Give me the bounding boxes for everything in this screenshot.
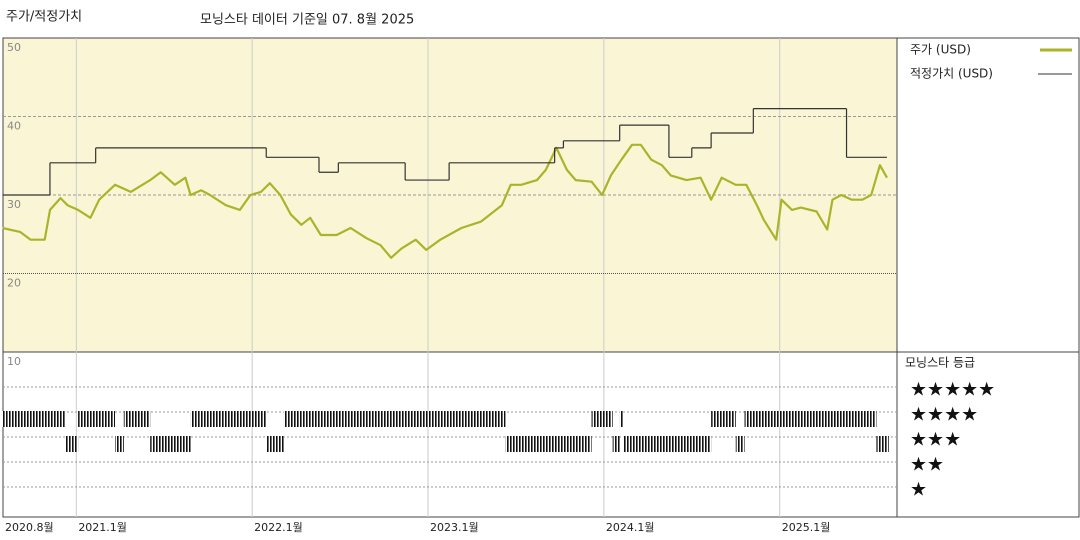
price-line xyxy=(2,143,888,259)
rating-label: ★★★★★ xyxy=(910,379,995,401)
rating-bar xyxy=(123,411,151,427)
rating-bar xyxy=(619,411,624,427)
frame xyxy=(2,37,1080,518)
y-tick-label: 40 xyxy=(7,120,21,133)
rating-bar xyxy=(711,411,736,427)
x-tick-label: 2021.1월 xyxy=(78,521,127,534)
rating-title: 모닝스타 등급 xyxy=(905,356,975,370)
rating-bar xyxy=(612,436,620,452)
rating-bar xyxy=(744,411,877,427)
rating-label: ★★★ xyxy=(910,429,961,451)
y-tick-label: 10 xyxy=(7,355,21,368)
rating-bar xyxy=(78,411,116,427)
x-tick-label: 2024.1월 xyxy=(606,521,655,534)
y-tick-label: 20 xyxy=(7,277,21,290)
rating-bar xyxy=(623,436,712,452)
rating-bar xyxy=(2,411,66,427)
chart-subtitle: 모닝스타 데이터 기준일 07. 8월 2025 xyxy=(200,13,414,28)
rating-bar xyxy=(190,411,267,427)
legend-label: 주가 (USD) xyxy=(910,43,971,57)
x-tick-label: 2023.1월 xyxy=(430,521,479,534)
x-tick-label: 2022.1월 xyxy=(254,521,303,534)
rating-bar xyxy=(266,436,284,452)
x-tick-label: 2020.8월 xyxy=(5,521,54,534)
legend-label: 적정가치 (USD) xyxy=(910,67,993,81)
rating-bar xyxy=(505,436,592,452)
y-tick-label: 50 xyxy=(7,41,21,54)
rating-label: ★★ xyxy=(910,454,944,476)
rating-bar xyxy=(876,436,889,452)
rating-bar xyxy=(591,411,613,427)
rating-bar xyxy=(150,436,191,452)
rating-bar xyxy=(283,411,506,427)
rating-bar xyxy=(115,436,124,452)
rating-label: ★ xyxy=(910,479,927,501)
rating-bar xyxy=(65,436,79,452)
x-tick-label: 2025.1월 xyxy=(782,521,831,534)
rating-bar xyxy=(735,436,745,452)
y-tick-label: 30 xyxy=(7,198,21,211)
chart-title: 주가/적정가치 xyxy=(6,10,82,25)
rating-label: ★★★★ xyxy=(910,404,978,426)
